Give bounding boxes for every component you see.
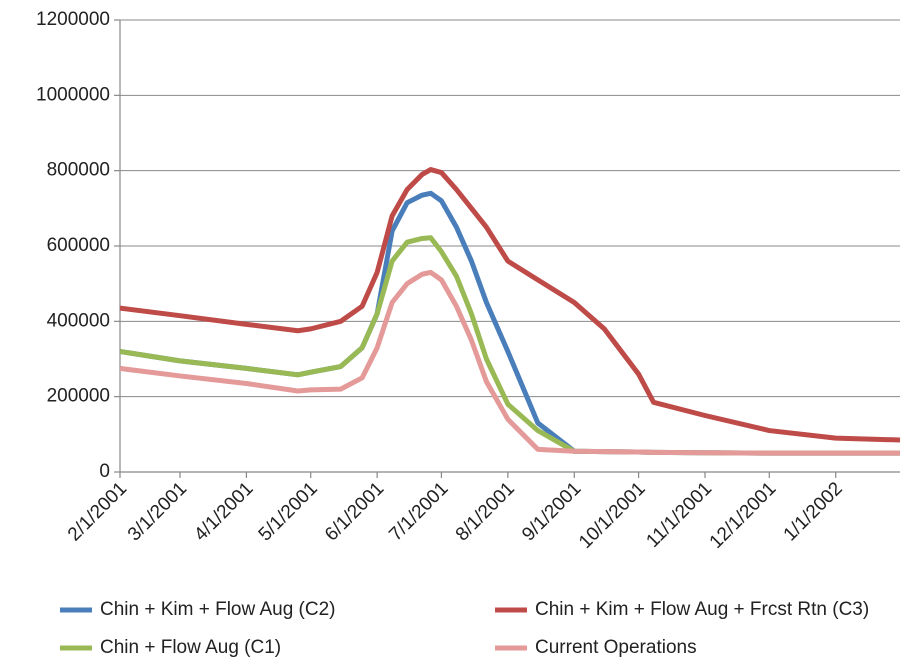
y-tick-label: 1200000 <box>36 9 110 30</box>
x-tick-label: 12/1/2001 <box>706 478 781 553</box>
series-line <box>119 269 900 456</box>
y-tick-label: 200000 <box>47 386 110 407</box>
y-tick-label: 600000 <box>47 235 110 256</box>
y-tick-label: 0 <box>99 461 110 482</box>
y-tick-label: 800000 <box>47 160 110 181</box>
y-tick-label: 1000000 <box>36 84 110 105</box>
x-tick-label: 1/1/2002 <box>780 478 847 545</box>
x-tick-label: 5/1/2001 <box>255 478 322 545</box>
x-tick-label: 4/1/2001 <box>190 478 257 545</box>
y-tick-label: 400000 <box>47 310 110 331</box>
x-tick-label: 9/1/2001 <box>518 478 585 545</box>
legend-label: Chin + Kim + Flow Aug + Frcst Rtn (C3) <box>535 599 869 620</box>
series-line <box>119 167 901 443</box>
x-tick-label: 3/1/2001 <box>124 478 191 545</box>
x-tick-label: 10/1/2001 <box>575 478 650 553</box>
legend-label: Chin + Kim + Flow Aug (C2) <box>100 599 335 620</box>
x-tick-label: 7/1/2001 <box>385 478 452 545</box>
x-tick-label: 11/1/2001 <box>642 478 716 552</box>
legend-label: Current Operations <box>535 637 697 658</box>
x-tick-label: 8/1/2001 <box>452 478 519 545</box>
x-tick-label: 2/1/2001 <box>64 478 131 545</box>
x-tick-label: 6/1/2001 <box>321 478 388 545</box>
legend-label: Chin + Flow Aug (C1) <box>100 637 281 658</box>
